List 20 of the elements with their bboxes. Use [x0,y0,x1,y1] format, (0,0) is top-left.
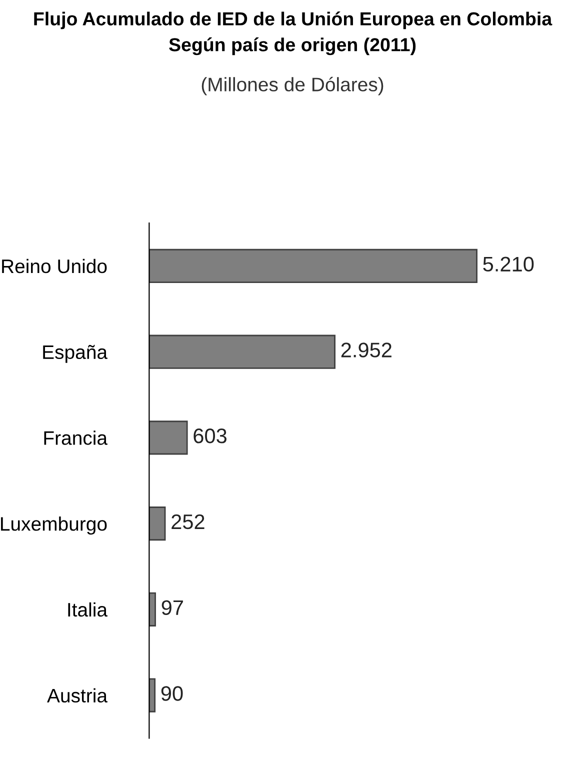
y-tick-label: Austria [47,688,108,703]
bar [149,506,166,541]
data-label: 252 [172,514,204,530]
y-tick-label: Luxemburgo [1,516,107,535]
bar [149,678,156,712]
data-label: 5.210 [483,256,534,272]
data-label: 2.952 [341,342,392,358]
y-tick-label: España [43,344,108,363]
bar [149,248,478,283]
bar [149,420,188,455]
data-label: 97 [162,600,183,616]
data-label: 90 [161,686,183,701]
y-tick-label: Italia [68,602,108,617]
y-tick-label: Reino Unido [2,258,107,274]
chart-title: Flujo Acumulado de IED de la Unión Europea en Colombia Según país de origen (2011) [34,12,552,56]
bar [149,592,156,626]
chart-subtitle: (Millones de Dólares) [202,76,384,96]
bar [149,334,336,369]
data-label: 603 [194,428,226,444]
y-tick-label: Francia [44,430,108,445]
